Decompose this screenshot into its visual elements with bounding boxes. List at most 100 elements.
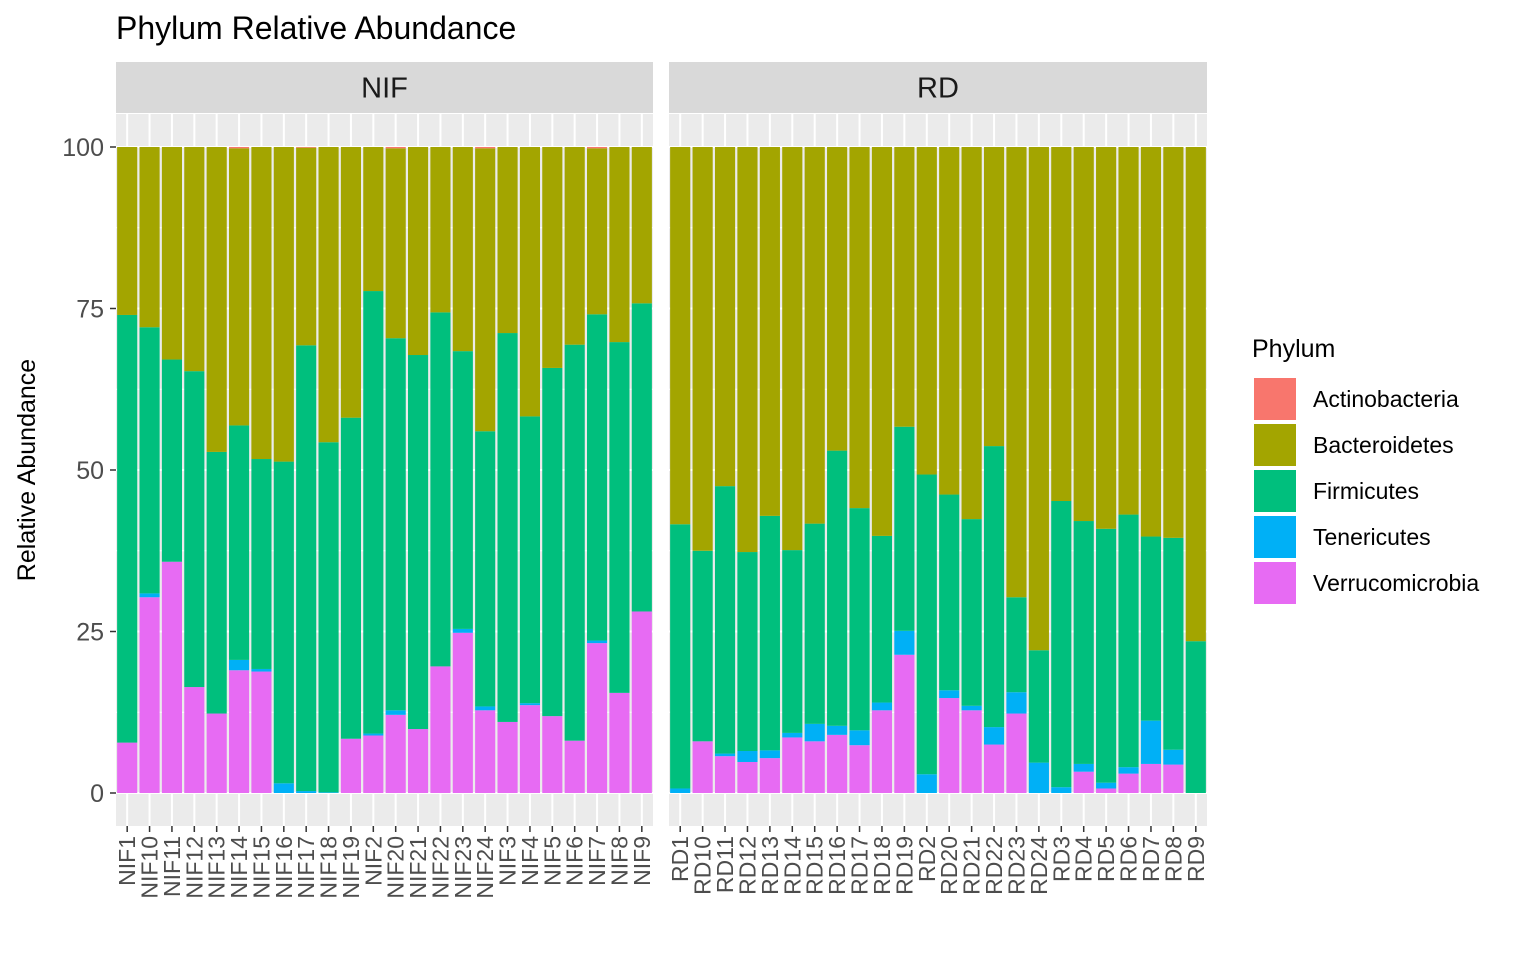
facet-strips: NIF RD — [116, 62, 1207, 113]
legend-label: Verrucomicrobia — [1313, 570, 1479, 596]
bar-segment — [631, 611, 652, 793]
bar-segment — [609, 692, 630, 793]
bar-segment — [692, 147, 713, 551]
bar-segment — [1028, 762, 1049, 793]
bar-segment — [184, 687, 205, 793]
bar-segment — [631, 147, 652, 304]
bar-segment — [827, 147, 848, 451]
x-tick-label: NIF19 — [338, 836, 364, 899]
bar-segment — [385, 147, 406, 149]
bar-segment — [849, 730, 870, 746]
bar-segment — [782, 732, 803, 738]
bar-segment — [670, 788, 691, 793]
bar-segment — [1118, 147, 1139, 515]
x-tick-label: RD23 — [1003, 836, 1029, 895]
x-tick-label: RD22 — [981, 836, 1007, 895]
bar-segment — [430, 147, 451, 313]
bar-segment — [363, 735, 384, 793]
bar-segment — [586, 314, 608, 641]
bar-segment — [206, 147, 227, 452]
x-tick-label: NIF1 — [114, 836, 140, 886]
bar-segment — [939, 698, 960, 793]
bar-segment — [871, 147, 893, 536]
bar-segment — [1051, 501, 1072, 788]
bar-segment — [609, 147, 630, 343]
bar-segment — [692, 741, 713, 793]
facet-strip — [669, 62, 1207, 113]
bar-segment — [804, 741, 825, 793]
bar-segment — [273, 461, 294, 784]
bar-segment — [228, 659, 250, 671]
legend-key — [1254, 424, 1296, 466]
bar-segment — [961, 710, 982, 793]
bar-segment — [983, 446, 1005, 728]
bar-segment — [475, 148, 496, 432]
facet-label: RD — [917, 73, 959, 105]
legend-label: Firmicutes — [1313, 478, 1419, 504]
y-tick-label: 25 — [76, 619, 104, 647]
bar-segment — [586, 148, 608, 315]
bar-segment — [1051, 787, 1072, 793]
x-tick-label: RD6 — [1116, 836, 1142, 882]
bar-segment — [827, 725, 848, 735]
y-tick-label: 0 — [90, 780, 104, 808]
bar-segment — [184, 147, 205, 372]
bar-segment — [296, 345, 317, 792]
bar-segment — [363, 733, 384, 736]
facet-label: NIF — [361, 73, 408, 105]
legend-key — [1254, 516, 1296, 558]
bar-segment — [894, 654, 915, 793]
bar-segment — [1163, 147, 1184, 538]
bar-segment — [385, 710, 406, 715]
bar-segment — [1028, 650, 1049, 763]
facet-strip — [116, 62, 653, 113]
bar-segment — [139, 593, 160, 598]
bar-segment — [1096, 788, 1117, 793]
x-tick-label: NIF20 — [383, 836, 409, 899]
bar-segment — [827, 450, 848, 726]
bar-segment — [849, 508, 870, 731]
bar-segment — [1073, 763, 1094, 772]
bar-segment — [827, 734, 848, 793]
bar-segment — [273, 783, 294, 793]
legend-label: Bacteroidetes — [1313, 432, 1454, 458]
bar-segment — [407, 729, 429, 793]
bar-segment — [1006, 147, 1027, 598]
bar-segment — [161, 359, 183, 562]
bar-segment — [894, 147, 915, 427]
bar-segment — [542, 367, 563, 717]
x-tick-label: RD12 — [734, 836, 760, 895]
bar-segment — [407, 355, 429, 730]
bar-segment — [452, 632, 473, 793]
x-tick-label: NIF6 — [562, 836, 588, 886]
x-tick-label: RD17 — [847, 836, 873, 895]
x-tick-label: NIF11 — [159, 836, 185, 897]
bar-segment — [542, 147, 563, 368]
bar-segment — [1118, 773, 1139, 793]
bar-segment — [564, 147, 585, 345]
x-tick-label: RD10 — [690, 836, 716, 895]
legend-key — [1254, 562, 1296, 604]
bar-segment — [228, 670, 250, 793]
x-tick-label: RD20 — [936, 836, 962, 895]
bar-segment — [714, 147, 736, 487]
bar-segment — [670, 524, 691, 789]
bar-segment — [631, 303, 652, 612]
bar-segment — [894, 426, 915, 631]
bar-segment — [475, 710, 496, 793]
bar-segment — [1140, 536, 1162, 721]
x-tick-label: RD7 — [1138, 836, 1164, 882]
bar-segment — [251, 668, 272, 672]
x-tick-label: NIF21 — [405, 836, 431, 899]
bar-segment — [1096, 528, 1117, 783]
x-tick-label: NIF12 — [181, 836, 207, 899]
bar-segment — [1140, 720, 1162, 764]
bar-segment — [139, 147, 160, 328]
bar-segment — [564, 344, 585, 741]
bar-segment — [759, 758, 780, 793]
bar-segment — [759, 515, 780, 751]
x-tick-label: NIF15 — [248, 836, 274, 899]
x-tick-label: NIF16 — [271, 836, 297, 899]
x-tick-label: NIF4 — [517, 836, 543, 886]
x-tick-label: RD11 — [712, 836, 738, 893]
